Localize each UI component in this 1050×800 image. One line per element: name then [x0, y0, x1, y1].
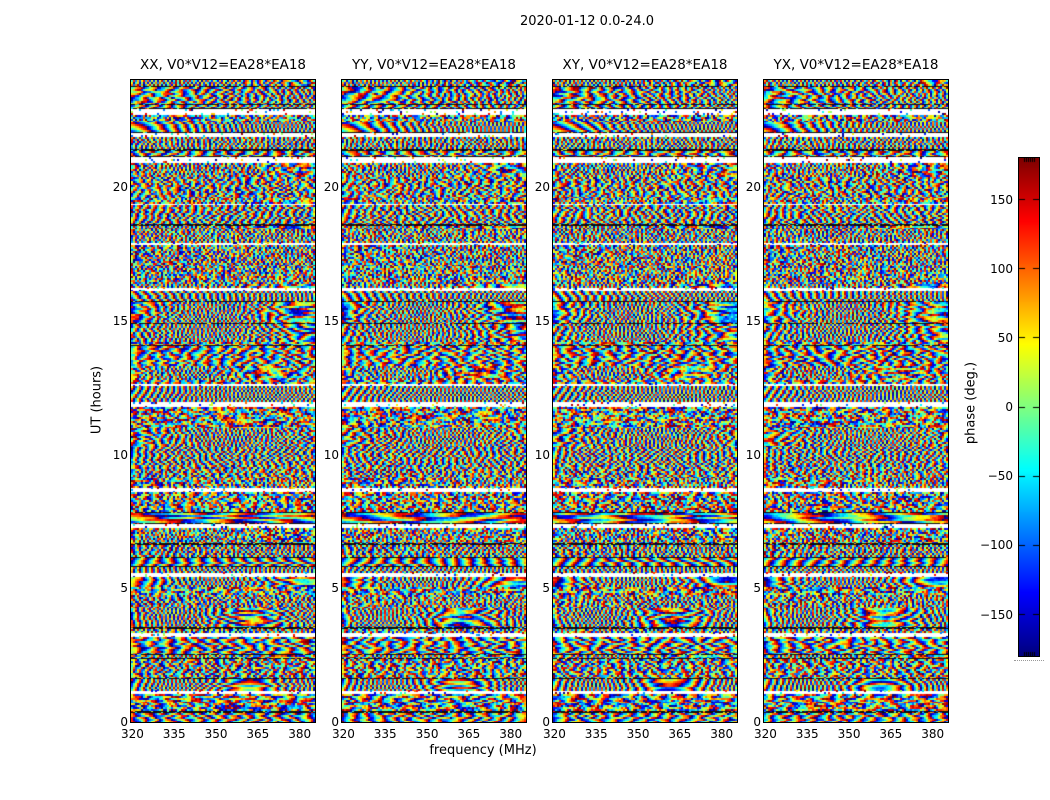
- x-tick-label: 335: [795, 727, 819, 741]
- colorbar-tick-label: 100: [990, 261, 1013, 276]
- figure-title: 2020-01-12 0.0-24.0: [520, 14, 654, 29]
- heatmap-canvas-yy: [342, 80, 526, 722]
- colorbar-tick-label: 50: [997, 330, 1013, 345]
- y-tick-label: 5: [753, 581, 761, 596]
- y-tick-label: 10: [112, 447, 128, 462]
- y-tick-label: 0: [331, 715, 339, 729]
- x-tick-label: 335: [162, 727, 186, 741]
- x-tick-label: 365: [879, 727, 903, 741]
- y-tick-label: 5: [331, 581, 339, 596]
- heatmap-panel-xx: [130, 79, 316, 723]
- x-axis-label: frequency (MHz): [429, 743, 537, 758]
- heatmap-canvas-yx: [764, 80, 948, 722]
- x-tick-label: 380: [499, 727, 523, 741]
- x-tick-label: 335: [373, 727, 397, 741]
- colorbar-tick-label: −150: [980, 607, 1013, 622]
- heatmap-panel-yx: [763, 79, 949, 723]
- x-tick-label: 380: [921, 727, 945, 741]
- y-axis-label: UT (hours): [89, 365, 105, 435]
- colorbar: [1018, 157, 1040, 657]
- y-tick-label: 20: [745, 180, 761, 194]
- colorbar-baseline-artifact: [1014, 660, 1044, 661]
- y-tick-label: 10: [534, 447, 550, 462]
- panel-title-xy: XY, V0*V12=EA28*EA18: [562, 57, 728, 73]
- colorbar-tick-label: 150: [990, 192, 1013, 207]
- panel-title-yx: YX, V0*V12=EA28*EA18: [773, 57, 939, 73]
- heatmap-panel-yy: [341, 79, 527, 723]
- y-tick-label: 0: [120, 715, 128, 729]
- y-tick-label: 20: [323, 180, 339, 194]
- x-tick-label: 380: [710, 727, 734, 741]
- x-tick-label: 350: [415, 727, 439, 741]
- colorbar-tick-label: −100: [980, 538, 1013, 553]
- x-tick-label: 350: [626, 727, 650, 741]
- x-tick-label: 365: [457, 727, 481, 741]
- y-tick-label: 5: [542, 581, 550, 596]
- x-tick-label: 365: [246, 727, 270, 741]
- y-tick-label: 10: [323, 447, 339, 462]
- heatmap-canvas-xy: [553, 80, 737, 722]
- x-tick-label: 365: [668, 727, 692, 741]
- y-tick-label: 15: [112, 313, 128, 328]
- colorbar-label: phase (deg.): [963, 361, 979, 445]
- heatmap-canvas-xx: [131, 80, 315, 722]
- colorbar-tick-label: −50: [987, 469, 1013, 484]
- y-tick-label: 10: [745, 447, 761, 462]
- y-tick-label: 0: [542, 715, 550, 729]
- x-tick-label: 320: [331, 727, 355, 741]
- x-tick-label: 335: [584, 727, 608, 741]
- colorbar-tick-label: 0: [1005, 400, 1013, 414]
- x-tick-label: 320: [120, 727, 144, 741]
- y-tick-label: 5: [120, 581, 128, 596]
- heatmap-panel-xy: [552, 79, 738, 723]
- y-tick-label: 15: [323, 313, 339, 328]
- y-tick-label: 20: [534, 180, 550, 194]
- x-tick-label: 320: [542, 727, 566, 741]
- panel-title-xx: XX, V0*V12=EA28*EA18: [139, 57, 307, 73]
- colorbar-gradient: [1019, 158, 1039, 656]
- x-tick-label: 380: [288, 727, 312, 741]
- panel-title-yy: YY, V0*V12=EA28*EA18: [351, 57, 517, 73]
- x-tick-label: 350: [204, 727, 228, 741]
- x-tick-label: 350: [837, 727, 861, 741]
- y-tick-label: 15: [745, 313, 761, 328]
- y-tick-label: 15: [534, 313, 550, 328]
- y-tick-label: 0: [753, 715, 761, 729]
- x-tick-label: 320: [753, 727, 777, 741]
- y-tick-label: 20: [112, 180, 128, 194]
